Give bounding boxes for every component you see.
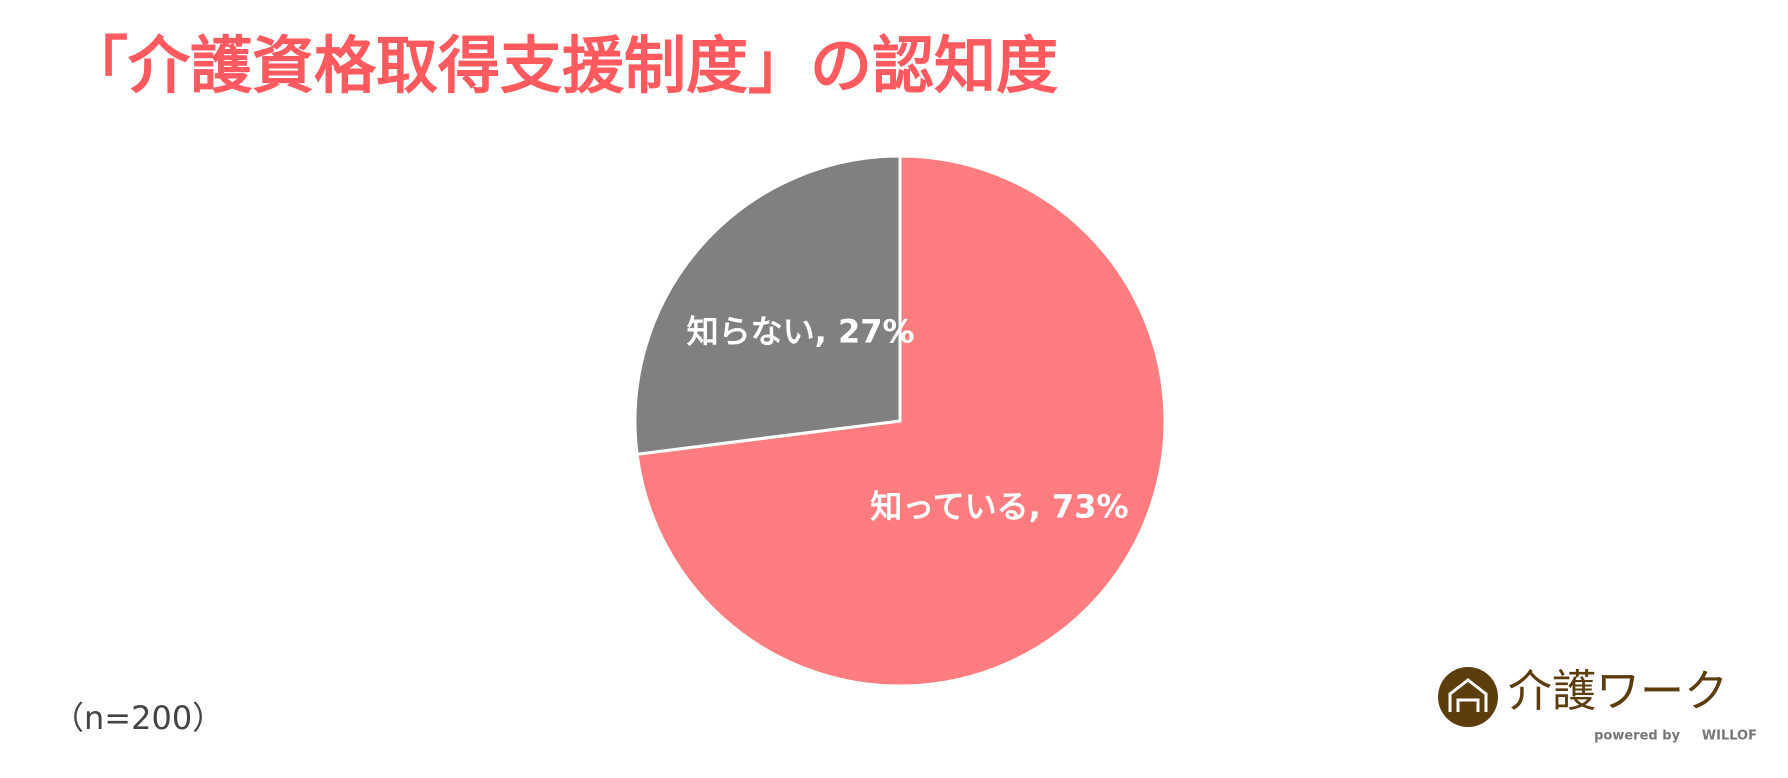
logo-icon	[1438, 667, 1498, 727]
data-label: 知っている, 73%	[870, 488, 1128, 526]
logo: 介護ワーク powered by WILLOF	[1438, 666, 1757, 744]
chart-title: 「介護資格取得支援制度」の認知度	[66, 29, 1058, 102]
pie-slice	[633, 154, 902, 456]
sample-note: （n=200）	[52, 699, 224, 737]
logo-house	[1448, 678, 1488, 712]
data-label: 知らない, 27%	[687, 312, 915, 350]
logo-name: 介護ワーク	[1508, 666, 1728, 717]
logo-brand: WILLOF	[1702, 729, 1757, 744]
logo-tagline: powered by	[1594, 729, 1680, 744]
